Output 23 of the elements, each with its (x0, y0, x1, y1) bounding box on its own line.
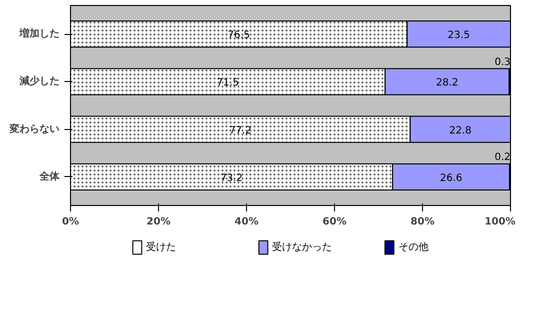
y-tick-label: 全体 (38, 170, 60, 182)
data-label: 26.6 (440, 172, 462, 184)
data-label: 77.2 (229, 125, 252, 136)
data-label: 76.5 (228, 30, 250, 42)
legend-label: 受けなかった (272, 241, 332, 253)
data-label: 71.5 (216, 78, 239, 89)
legend-label: 受けた (146, 241, 176, 253)
x-tick-label: 80% (410, 216, 434, 228)
x-tick-label: 0% (62, 216, 79, 228)
y-tick-label: 増加した (18, 28, 60, 40)
data-label: 22.8 (449, 125, 472, 136)
data-label: 0.3 (494, 56, 511, 68)
x-tick-label: 60% (322, 216, 346, 228)
x-tick-label: 20% (146, 216, 170, 228)
data-label: 28.2 (436, 78, 458, 89)
data-label: 0.2 (494, 152, 511, 164)
y-tick-label: 変わらない (8, 122, 60, 135)
y-tick-label: 減少した (18, 75, 60, 88)
data-label: 23.5 (448, 30, 470, 42)
x-tick-label: 40% (234, 216, 258, 228)
x-tick-label: 100% (484, 216, 516, 228)
data-label: 73.2 (220, 172, 243, 184)
legend-label: その他 (398, 241, 428, 253)
